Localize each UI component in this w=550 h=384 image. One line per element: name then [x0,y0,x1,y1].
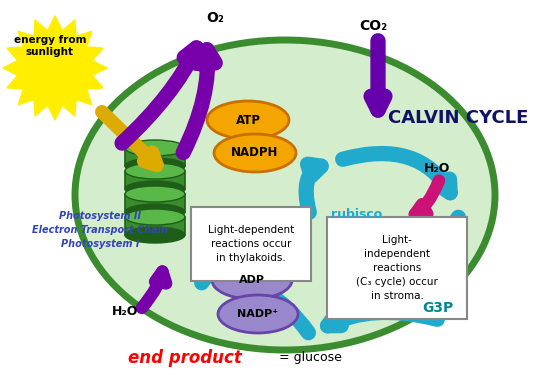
Ellipse shape [218,295,298,333]
Text: H₂O: H₂O [112,305,138,318]
Text: G3P: G3P [422,301,454,315]
Text: CO₂: CO₂ [359,19,387,33]
Text: Photosystem II
Electron Transport Chain
Photosystem I: Photosystem II Electron Transport Chain … [32,211,168,249]
FancyBboxPatch shape [125,148,185,166]
Circle shape [17,30,93,106]
FancyBboxPatch shape [191,207,311,281]
Text: energy from
sunlight: energy from sunlight [14,35,86,56]
Ellipse shape [125,181,185,197]
Text: Light-dependent
reactions occur
in thylakoids.: Light-dependent reactions occur in thyla… [208,225,294,263]
FancyBboxPatch shape [125,217,185,235]
Ellipse shape [212,261,292,299]
Text: ATP: ATP [235,114,261,126]
Ellipse shape [214,134,296,172]
Ellipse shape [125,158,185,174]
Ellipse shape [125,209,185,225]
Ellipse shape [75,40,495,350]
Text: end product: end product [128,349,242,367]
FancyBboxPatch shape [125,194,185,212]
Text: CALVIN CYCLE: CALVIN CYCLE [388,109,528,127]
Text: Light-
independent
reactions
(C₃ cycle) occur
in stroma.: Light- independent reactions (C₃ cycle) … [356,235,438,301]
Ellipse shape [207,101,289,139]
Ellipse shape [125,140,185,156]
Text: = glucose: = glucose [274,351,342,364]
Ellipse shape [125,227,185,243]
Text: NADPH: NADPH [232,147,279,159]
FancyBboxPatch shape [125,171,185,189]
Text: rubisco: rubisco [331,209,383,222]
Text: O₂: O₂ [206,11,224,25]
Ellipse shape [125,204,185,220]
Text: H₂O: H₂O [424,162,450,175]
Ellipse shape [125,186,185,202]
Ellipse shape [125,163,185,179]
FancyBboxPatch shape [327,217,467,319]
Text: ADP: ADP [239,275,265,285]
Text: NADP⁺: NADP⁺ [238,309,278,319]
Polygon shape [3,16,107,120]
